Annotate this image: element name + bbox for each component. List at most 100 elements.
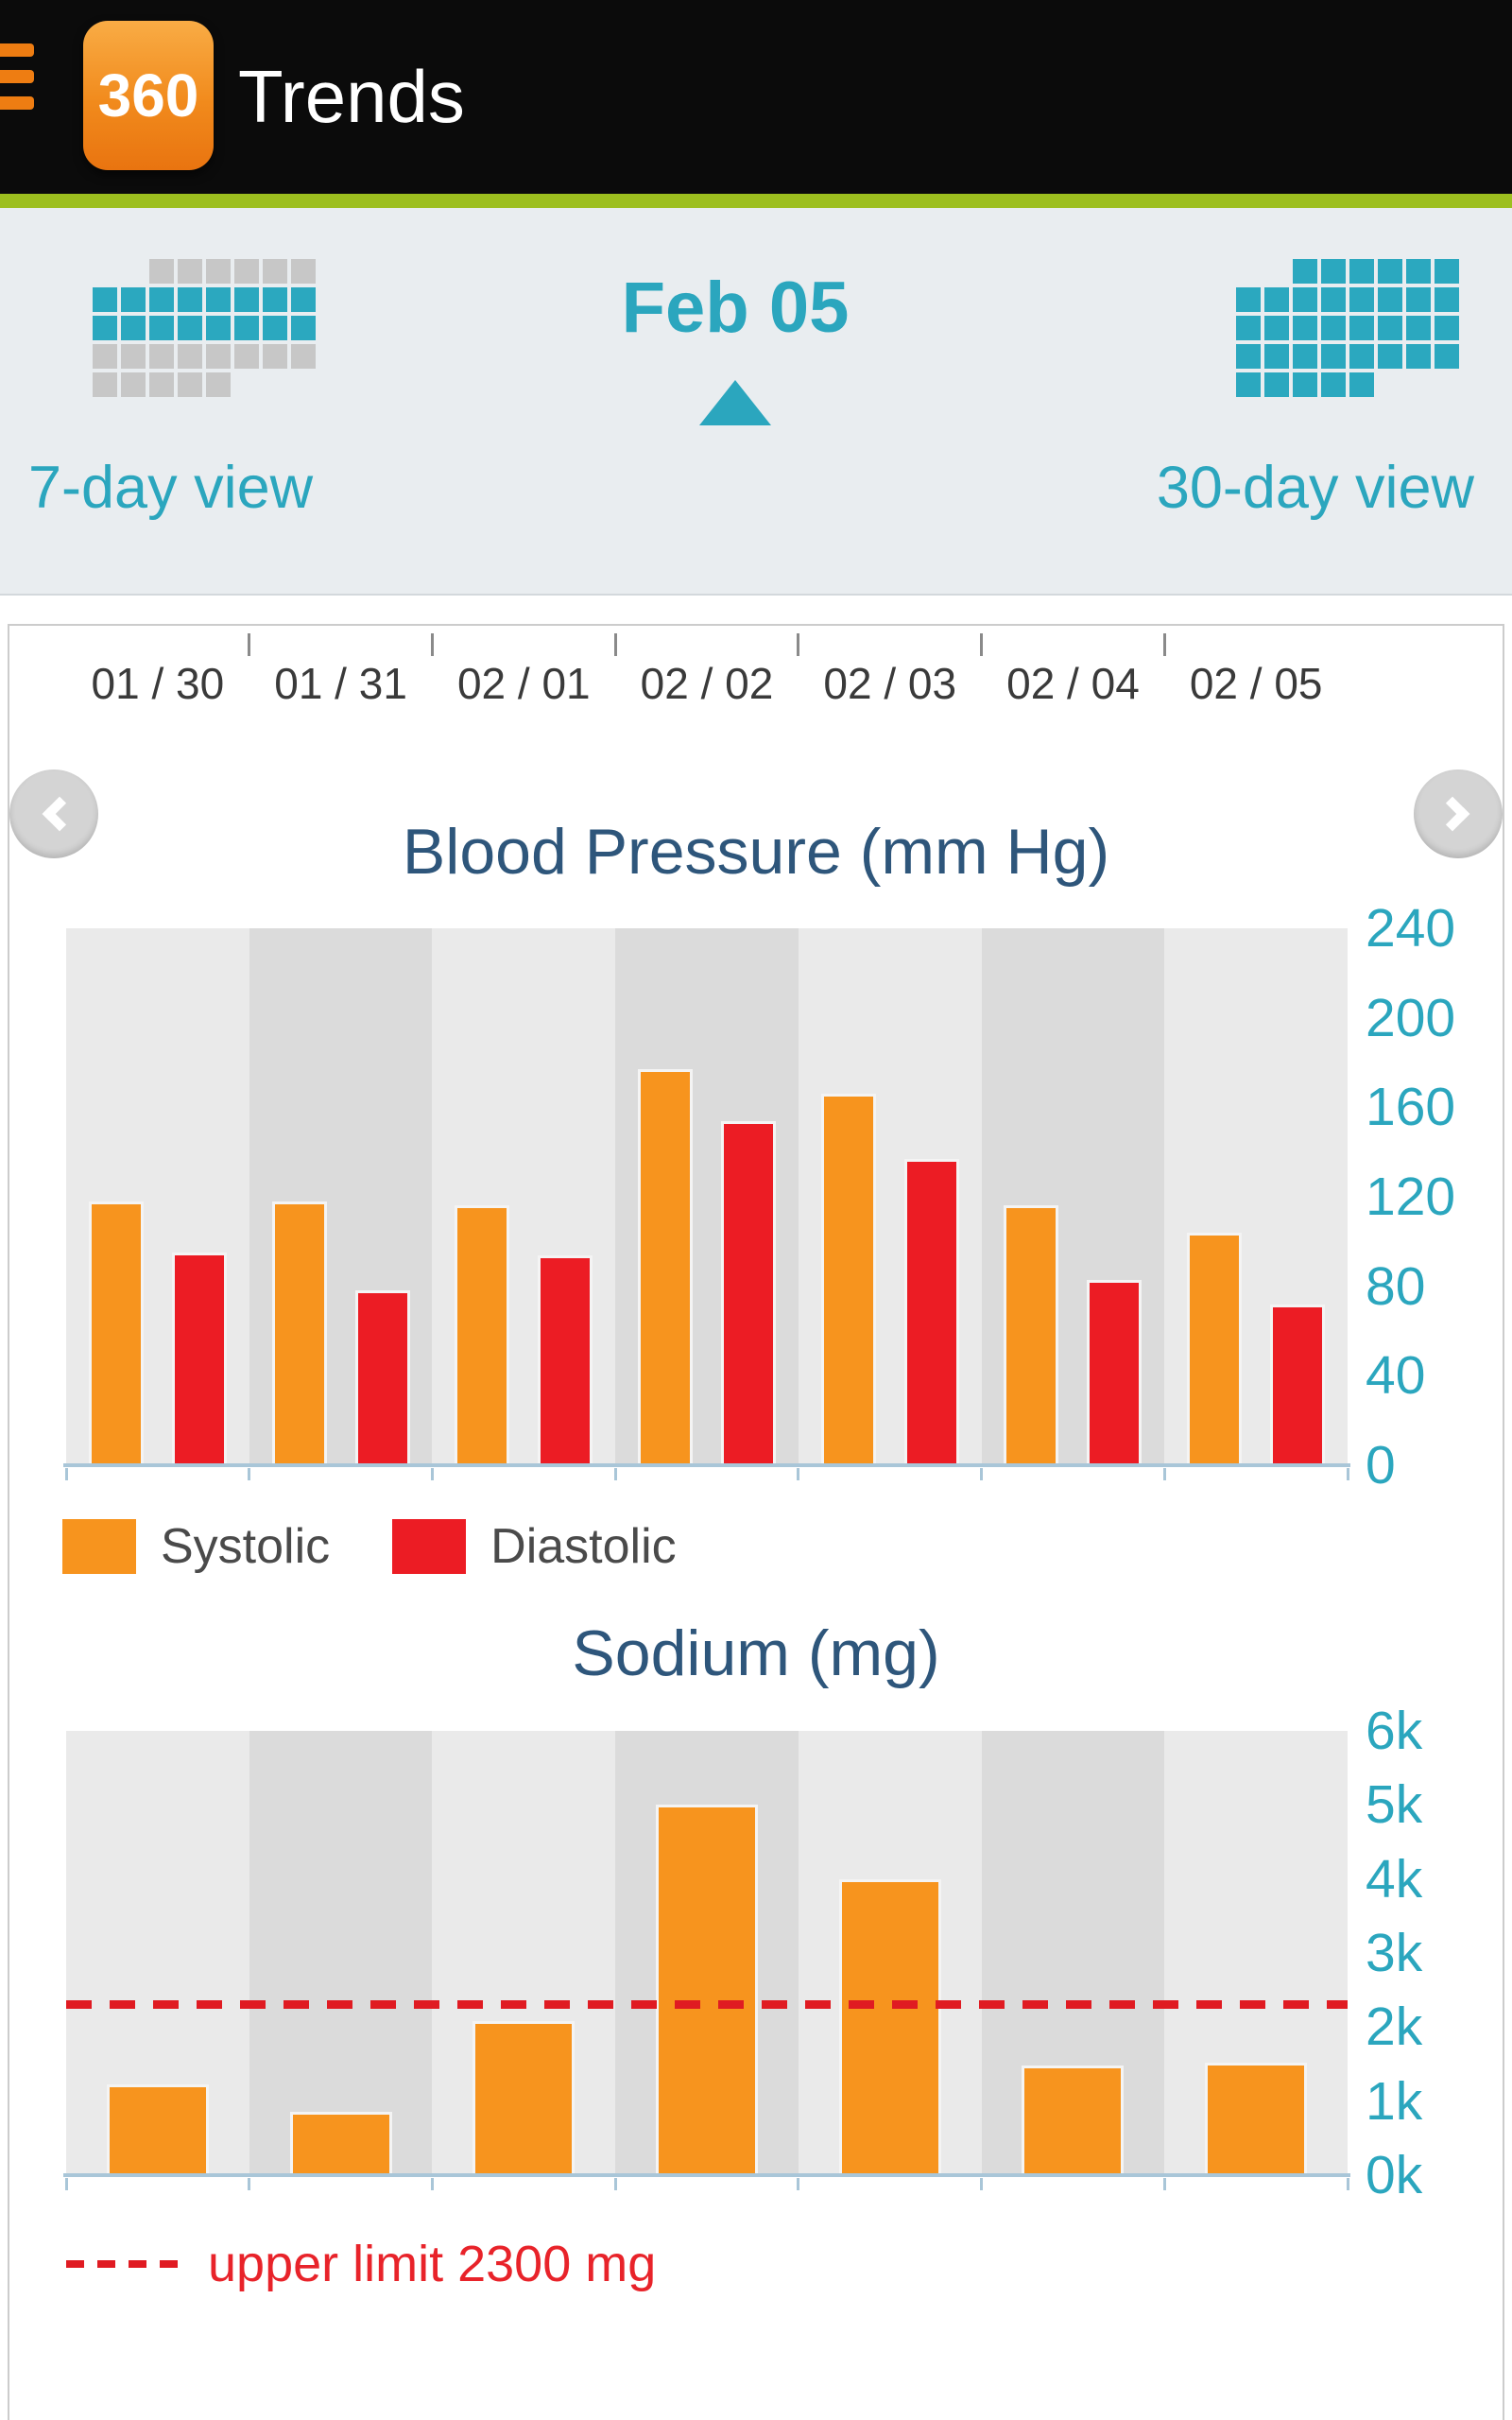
chart-column — [249, 1731, 433, 2175]
calendar-day-square — [149, 287, 174, 312]
chart-column — [432, 928, 616, 1465]
calendar-day-square — [1406, 344, 1431, 369]
seven-day-calendar-icon — [93, 259, 316, 397]
app-logo-icon: 360 — [83, 21, 214, 170]
chart-column — [981, 928, 1165, 1465]
date-separator-tick — [248, 633, 251, 656]
y-axis-label: 40 — [1366, 1345, 1426, 1406]
x-axis-tick — [613, 1468, 617, 1480]
calendar-day-square — [1349, 287, 1374, 312]
app-header: 360 Trends — [0, 0, 1512, 194]
calendar-day-square — [93, 372, 117, 397]
chart-column — [432, 1731, 616, 2175]
calendar-day-square — [178, 344, 202, 369]
calendar-day-square — [291, 287, 316, 312]
calendar-day-square — [1378, 259, 1402, 284]
y-axis-label: 80 — [1366, 1256, 1426, 1317]
calendar-day-square — [1236, 344, 1261, 369]
systolic-legend-swatch — [62, 1519, 136, 1574]
calendar-day-square — [121, 316, 146, 340]
next-period-button[interactable] — [1414, 769, 1503, 858]
x-axis-tick — [64, 1468, 68, 1480]
view-selector-bar: 7-day view Feb 05 30-day view — [0, 208, 1512, 596]
calendar-day-square — [1293, 259, 1317, 284]
date-label: 02 / 05 — [1189, 659, 1323, 708]
calendar-day-square — [1406, 287, 1431, 312]
date-separator-tick — [430, 633, 434, 656]
diastolic-bar — [1270, 1305, 1326, 1465]
calendar-day-square — [1406, 316, 1431, 340]
systolic-bar — [1004, 1205, 1059, 1465]
systolic-bar — [820, 1094, 876, 1465]
calendar-day-square — [1321, 259, 1346, 284]
seven-day-view-button[interactable]: 7-day view — [28, 259, 435, 562]
calendar-day-square — [1293, 372, 1317, 397]
x-axis-tick — [248, 2178, 251, 2190]
calendar-day-square — [1378, 316, 1402, 340]
calendar-day-square — [93, 316, 117, 340]
calendar-day-square — [1435, 344, 1459, 369]
date-label: 02 / 03 — [823, 659, 957, 708]
diastolic-bar — [354, 1290, 410, 1465]
chart-column — [981, 1731, 1165, 2175]
calendar-day-square — [263, 287, 287, 312]
date-separator-tick — [797, 633, 800, 656]
sodium-bar — [472, 2021, 576, 2175]
page-title: Trends — [238, 55, 465, 138]
current-date-label: Feb 05 — [621, 268, 850, 348]
calendar-day-square — [1349, 316, 1374, 340]
calendar-day-square — [1264, 344, 1289, 369]
systolic-bar — [637, 1069, 693, 1465]
hamburger-menu-icon[interactable] — [0, 43, 34, 110]
y-axis-label: 5k — [1366, 1774, 1423, 1835]
date-label: 01 / 31 — [274, 659, 407, 708]
calendar-day-square — [1349, 344, 1374, 369]
chart-column — [798, 1731, 982, 2175]
sodium-chart: 6k 5k 4k 3k 2k 1k 0k — [9, 1701, 1506, 2205]
sodium-bar — [838, 1879, 941, 2175]
sodium-bar — [655, 1805, 758, 2175]
chevron-right-icon — [1435, 796, 1470, 832]
chart-column — [66, 928, 249, 1465]
current-date-pointer-icon — [699, 380, 771, 425]
x-axis-tick — [430, 1468, 434, 1480]
calendar-day-square — [1349, 372, 1374, 397]
calendar-day-square — [1264, 372, 1289, 397]
x-axis-line — [63, 2173, 1350, 2177]
previous-period-button[interactable] — [9, 769, 98, 858]
bp-legend: Systolic Diastolic — [62, 1518, 677, 1575]
calendar-day-square — [178, 372, 202, 397]
diastolic-bar — [903, 1159, 959, 1465]
thirty-day-view-label: 30-day view — [1156, 455, 1474, 521]
x-axis-tick — [64, 2178, 68, 2190]
systolic-bar — [88, 1201, 144, 1465]
x-axis-tick — [430, 2178, 434, 2190]
bpChart-plot-area — [63, 928, 1350, 1480]
calendar-day-square — [1378, 287, 1402, 312]
chart-column — [1164, 1731, 1348, 2175]
date-label: 02 / 01 — [456, 659, 591, 708]
thirty-day-view-button[interactable]: 30-day view — [1077, 259, 1474, 562]
y-axis-label: 2k — [1366, 1996, 1423, 2057]
y-axis-label: 3k — [1366, 1923, 1423, 1983]
y-axis-label: 240 — [1366, 898, 1456, 959]
bp-chart-title: Blood Pressure (mm Hg) — [402, 816, 1110, 888]
calendar-day-square — [206, 344, 231, 369]
bp-chart: 240 200 160 120 80 40 0 — [9, 898, 1506, 1495]
sodium-bar — [1205, 2063, 1308, 2175]
calendar-day-square — [1378, 344, 1402, 369]
calendar-day-square — [1321, 344, 1346, 369]
calendar-day-square — [149, 344, 174, 369]
x-axis-line — [63, 1463, 1350, 1467]
upper-limit-dashed-line — [66, 2000, 1348, 2009]
upper-limit-label: upper limit 2300 mg — [208, 2236, 657, 2292]
x-axis-tick — [980, 1468, 984, 1480]
calendar-day-square — [234, 344, 259, 369]
calendar-day-square — [121, 372, 146, 397]
sodium-bar — [106, 2084, 209, 2175]
y-axis-label: 1k — [1366, 2071, 1423, 2132]
calendar-day-square — [234, 259, 259, 284]
date-label: 02 / 02 — [640, 659, 774, 708]
x-axis-tick — [980, 2178, 984, 2190]
calendar-day-square — [206, 372, 231, 397]
